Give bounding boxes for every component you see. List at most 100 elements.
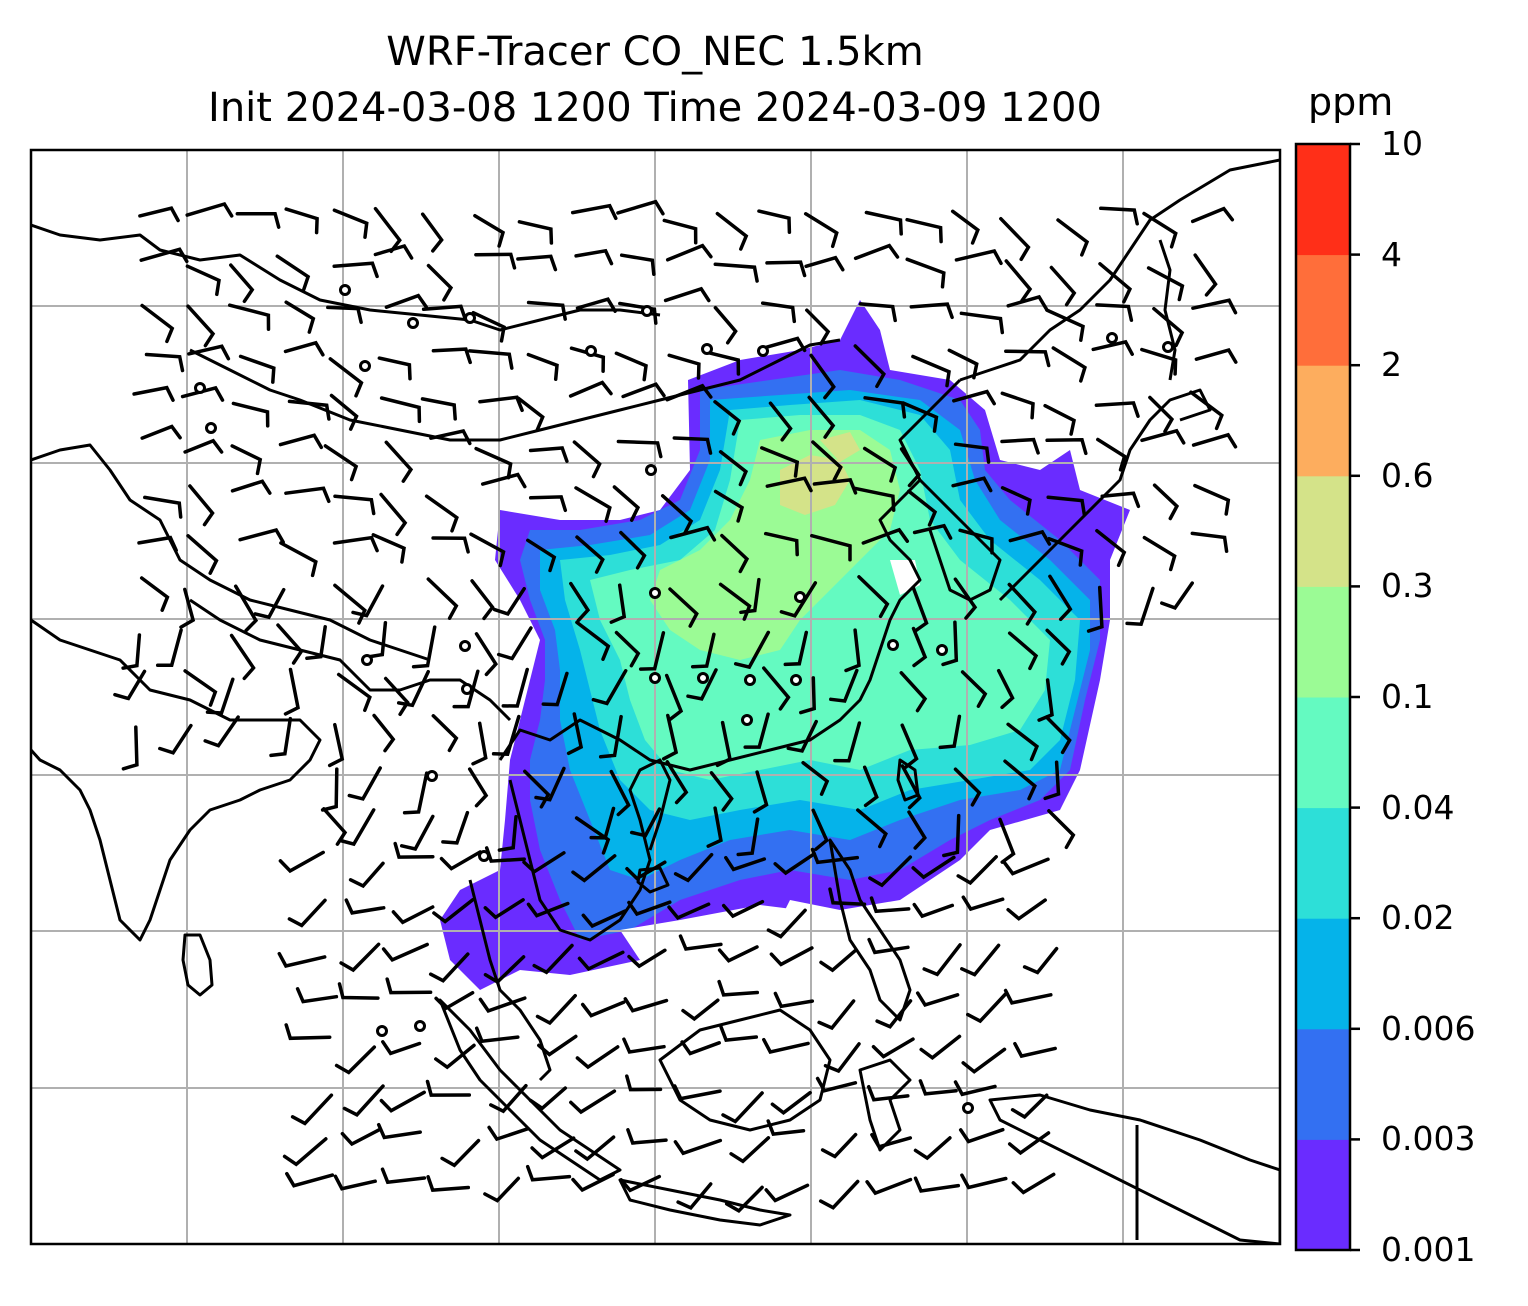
colorbar-tick-label: 4: [1381, 234, 1402, 274]
wind-barb: [566, 712, 584, 756]
wind-barb: [439, 850, 482, 871]
wind-barb: [922, 943, 962, 977]
wind-barb: [941, 620, 959, 667]
contour-band-6b: [820, 432, 860, 462]
wind-barb: [673, 1138, 723, 1156]
wind-barb: [431, 347, 472, 365]
wind-barb: [721, 1091, 764, 1124]
wind-barb: [871, 1037, 915, 1059]
calm-wind-circle: [649, 587, 661, 599]
wind-barb: [773, 991, 815, 1009]
wind-barb: [966, 991, 1008, 1024]
colorbar-segment: [1296, 697, 1350, 809]
wind-barb: [283, 340, 325, 357]
wind-barb: [396, 669, 430, 708]
wind-barb: [866, 1084, 910, 1102]
wind-barb: [526, 352, 559, 381]
wind-barb: [799, 676, 816, 715]
calm-wind-circle: [1106, 332, 1118, 344]
wind-barb: [287, 898, 327, 928]
wind-barb: [823, 1042, 861, 1074]
wind-barb: [121, 725, 139, 771]
wind-barb: [1045, 438, 1088, 456]
wind-barb: [623, 997, 669, 1013]
wind-barb: [619, 253, 656, 276]
wind-barb: [760, 301, 797, 324]
wind-barb: [1160, 581, 1194, 611]
wind-barb: [853, 344, 886, 389]
wind-barb: [618, 301, 658, 325]
wind-barb: [1142, 535, 1177, 572]
calm-wind-circle: [744, 674, 756, 686]
wind-barb: [844, 628, 861, 673]
wind-barb: [1086, 585, 1104, 633]
wind-barb: [186, 304, 216, 348]
coastline-india: [31, 618, 322, 942]
wind-barb: [900, 723, 919, 770]
wind-barb: [1022, 946, 1059, 975]
wind-barb: [811, 440, 843, 482]
wind-barb: [911, 626, 928, 668]
wind-barb: [379, 492, 408, 537]
wind-barb: [474, 1026, 520, 1044]
coastline-philippines: [828, 838, 912, 1022]
wind-barb: [480, 472, 527, 489]
wind-barb: [1099, 206, 1139, 226]
wind-barb: [1098, 262, 1133, 304]
calm-wind-circle: [645, 464, 657, 476]
wind-barb: [954, 248, 1003, 266]
wind-barb: [571, 1172, 615, 1193]
wind-barb: [715, 720, 732, 768]
colorbar-tick-label: 0.6: [1381, 455, 1434, 495]
wind-barb: [713, 400, 742, 436]
wind-barb: [676, 1182, 713, 1211]
wind-barb: [278, 850, 325, 874]
wind-barb: [763, 336, 807, 353]
wind-barb: [1000, 437, 1040, 455]
wind-barb: [428, 952, 470, 983]
wind-barb: [376, 1122, 422, 1140]
wind-barb: [818, 1179, 860, 1210]
wind-barb: [489, 1083, 528, 1114]
wind-barb: [1007, 582, 1037, 626]
wind-barb: [760, 446, 800, 478]
wind-barb: [690, 632, 716, 669]
wind-barb: [947, 348, 979, 380]
wind-barb: [686, 668, 718, 701]
colorbar-segment: [1296, 1139, 1350, 1251]
calm-wind-circle: [794, 591, 806, 603]
wind-barb: [1051, 346, 1087, 383]
wind-barb: [875, 999, 913, 1029]
wind-barb: [425, 1079, 472, 1097]
coastline-malay-peninsula: [468, 879, 552, 1082]
wind-barb: [478, 996, 527, 1013]
wind-barb: [1056, 218, 1090, 257]
colorbar-segment: [1296, 918, 1350, 1030]
wind-barb: [283, 667, 300, 716]
wind-barb: [833, 721, 862, 763]
wind-barb: [913, 1176, 961, 1193]
wind-barb: [803, 212, 839, 249]
wind-barb: [909, 302, 954, 320]
wind-barb: [627, 900, 672, 917]
wind-barb: [783, 630, 809, 667]
wind-barb: [420, 397, 457, 421]
wind-barb: [180, 385, 225, 402]
wind-barb: [960, 943, 1001, 977]
wind-barb: [284, 207, 319, 235]
wind-barb: [715, 211, 749, 251]
wind-barb: [295, 987, 339, 1004]
wind-barb: [762, 1037, 810, 1055]
wind-barb: [329, 393, 359, 431]
wind-barb: [1140, 347, 1178, 376]
wind-barb: [805, 308, 831, 346]
wind-barb: [1002, 857, 1050, 876]
wind-barb: [333, 1174, 377, 1191]
wind-barb: [870, 1132, 913, 1149]
wind-barb: [470, 579, 495, 621]
wind-barb: [627, 948, 667, 969]
wind-barb: [764, 1183, 810, 1203]
coastline-borneo: [658, 1008, 832, 1132]
wind-barb: [138, 206, 180, 223]
wind-barb: [856, 808, 888, 849]
